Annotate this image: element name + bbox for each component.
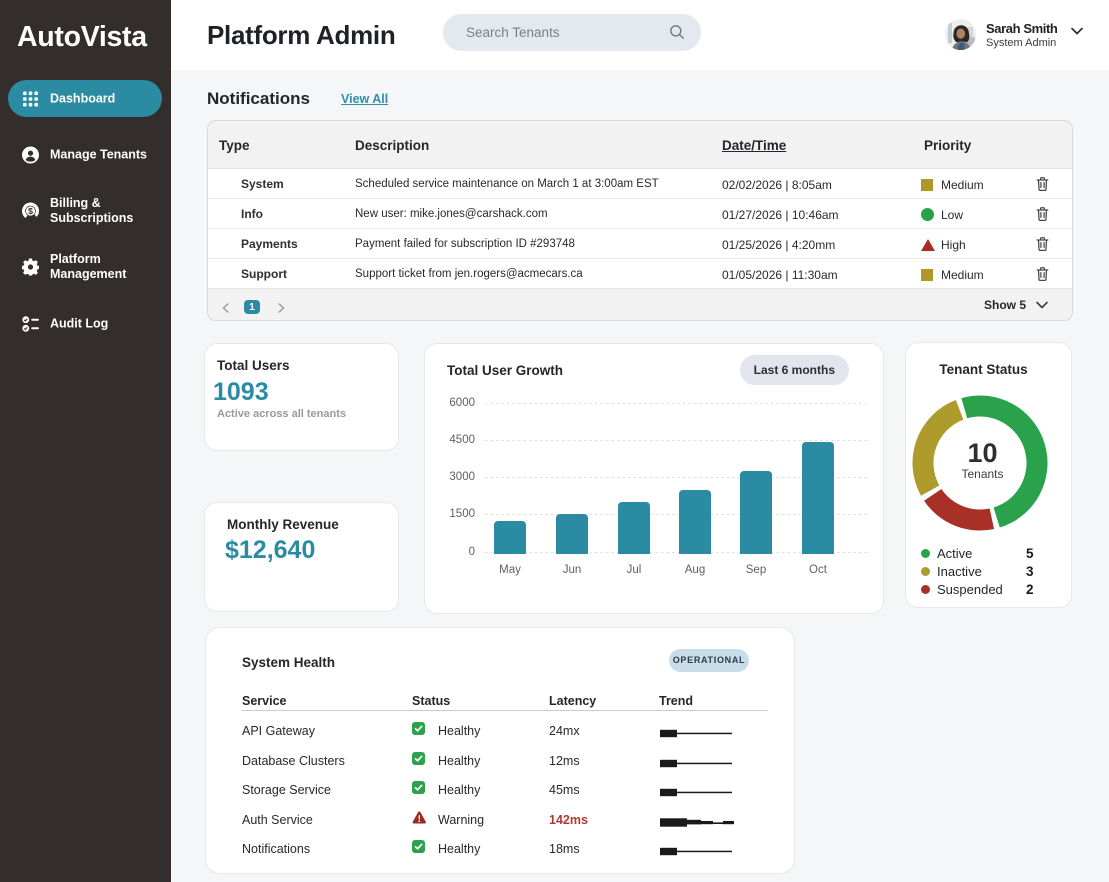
svg-text:$: $: [28, 206, 33, 216]
